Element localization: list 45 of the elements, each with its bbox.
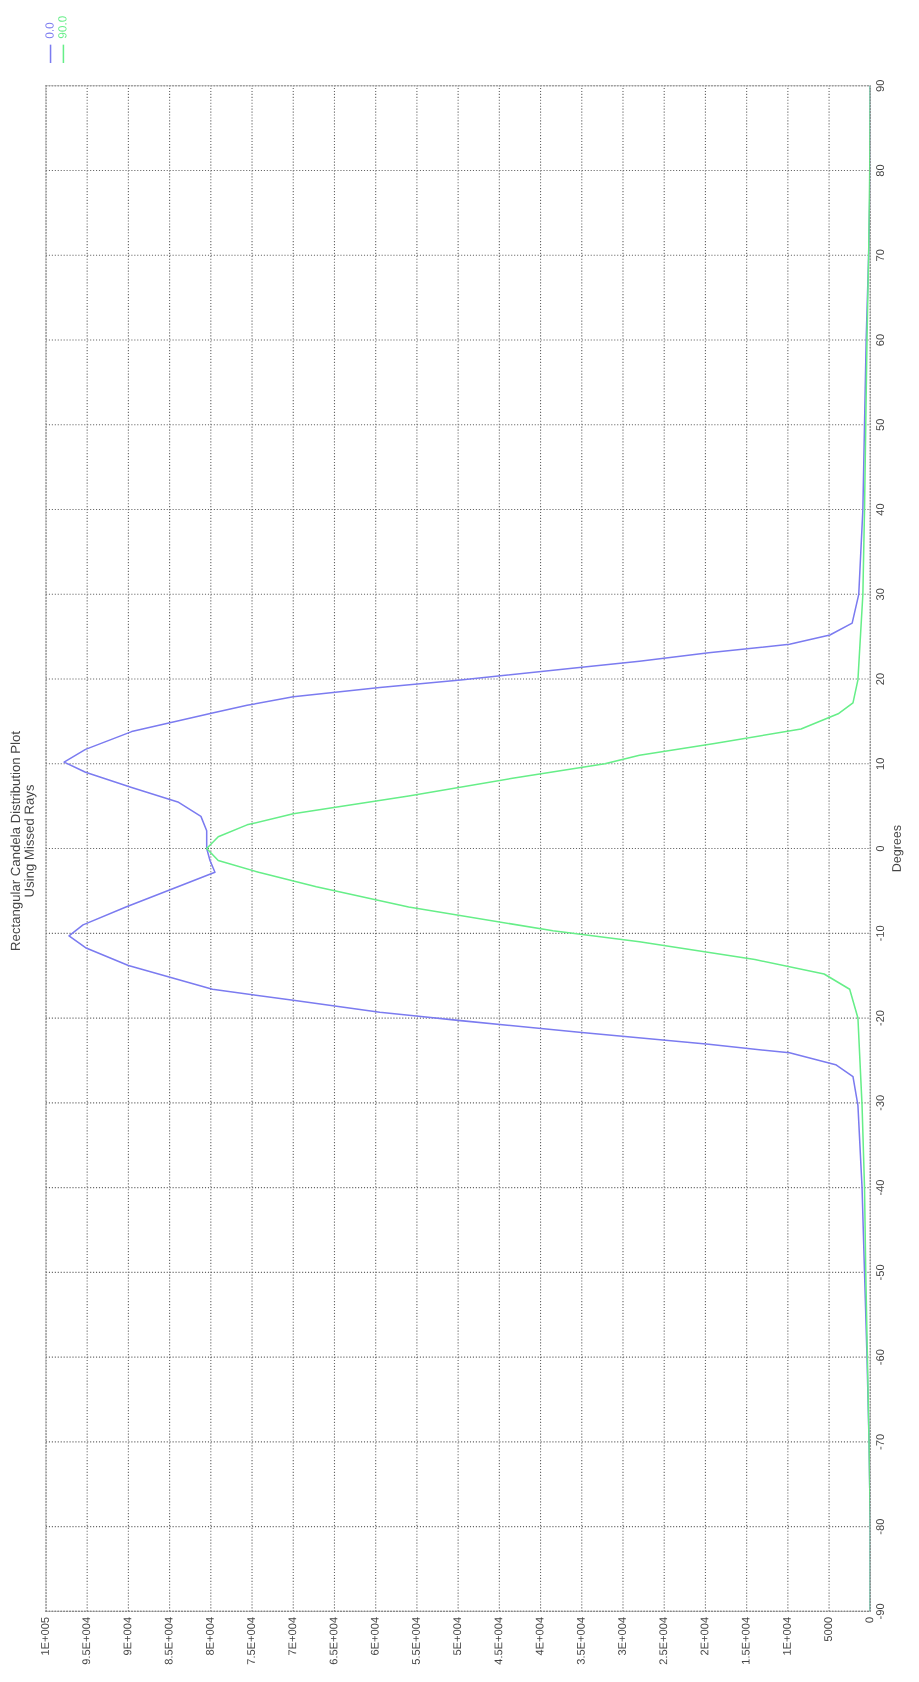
x-tick-label: 8.5E+004 bbox=[164, 1617, 173, 1665]
y-tick-label: -30 bbox=[876, 1095, 885, 1111]
y-tick-label: -10 bbox=[876, 925, 885, 941]
y-tick-label: 60 bbox=[876, 334, 885, 346]
x-tick-label: 5.5E+004 bbox=[412, 1617, 420, 1665]
y-tick-label: 40 bbox=[876, 503, 885, 516]
text: 90.0 bbox=[58, 16, 67, 39]
y-tick-label: 30 bbox=[876, 588, 885, 601]
x-tick-label: 7E+004 bbox=[288, 1617, 297, 1655]
y-tick-label: 10 bbox=[876, 758, 885, 770]
y-tick-label: -70 bbox=[876, 1434, 885, 1450]
x-tick-label: 2.5E+004 bbox=[659, 1617, 668, 1665]
x-tick-label: 3.5E+004 bbox=[576, 1617, 585, 1665]
x-tick-label: 9E+004 bbox=[123, 1617, 132, 1656]
x-tick-label: 4.5E+004 bbox=[494, 1617, 503, 1665]
y-tick-label: 50 bbox=[876, 419, 885, 431]
x-tick-label: 4E+004 bbox=[535, 1617, 544, 1656]
x-tick-label: 1E+004 bbox=[782, 1617, 791, 1655]
y-tick-label: 80 bbox=[876, 164, 885, 177]
y-axis-title: Degrees bbox=[892, 825, 904, 872]
y-tick-label: -50 bbox=[876, 1264, 885, 1280]
y-tick-label: -90 bbox=[876, 1603, 885, 1619]
y-tick-label: -20 bbox=[876, 1010, 885, 1026]
y-tick-label: -80 bbox=[876, 1519, 885, 1535]
x-tick-label: 1E+005 bbox=[41, 1617, 49, 1655]
y-tick-label: 20 bbox=[876, 673, 885, 685]
x-tick-label: 6.5E+004 bbox=[329, 1617, 338, 1665]
x-tick-label: 5000 bbox=[824, 1617, 833, 1642]
x-tick-label: 0 bbox=[865, 1617, 874, 1623]
x-tick-label: 9.5E+004 bbox=[82, 1617, 91, 1665]
x-tick-label: 8E+004 bbox=[205, 1617, 214, 1656]
x-tick-label: 1.5E+004 bbox=[741, 1617, 750, 1664]
y-tick-label: 90 bbox=[876, 80, 885, 92]
y-tick-label: 70 bbox=[876, 249, 885, 261]
x-tick-label: 3E+004 bbox=[618, 1617, 626, 1656]
y-tick-label: -60 bbox=[876, 1349, 885, 1365]
text: Rectangular Candela Distribution Plot bbox=[10, 731, 23, 950]
x-tick-label: 7.5E+004 bbox=[247, 1617, 256, 1665]
x-tick-label: 5E+004 bbox=[453, 1617, 462, 1656]
x-tick-label: 2E+004 bbox=[700, 1617, 709, 1655]
x-tick-label: 6E+004 bbox=[370, 1617, 379, 1655]
text: Using Missed Rays bbox=[24, 785, 37, 897]
y-tick-label: -40 bbox=[876, 1179, 885, 1196]
y-tick-label: 0 bbox=[876, 845, 885, 852]
text: 0.0 bbox=[45, 22, 54, 39]
